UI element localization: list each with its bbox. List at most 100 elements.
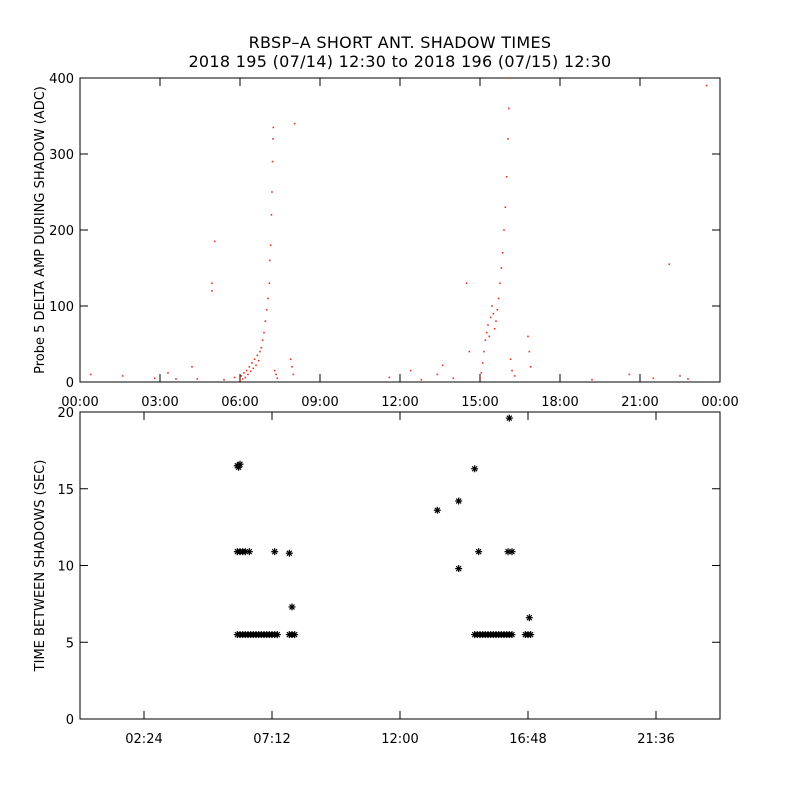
x-tick-label: 21:00: [621, 395, 658, 410]
data-point: [705, 84, 708, 87]
y-tick-label: 300: [49, 148, 74, 163]
data-point: [241, 378, 244, 380]
data-point: [652, 377, 655, 379]
bottom-panel: 02:24 07:12 12:00 16:48 21:36 0 5 10 15 20 TIME BE…: [33, 406, 721, 747]
data-point: [420, 378, 423, 381]
data-point: [483, 350, 485, 353]
data-point: [196, 378, 199, 380]
data-point: [679, 375, 681, 377]
data-point: [247, 373, 249, 376]
data-point: [289, 358, 292, 360]
data-point: [121, 375, 124, 377]
data-point: [252, 367, 255, 370]
data-point: [271, 191, 273, 193]
data-point: [508, 107, 510, 110]
data-point: [248, 366, 251, 368]
data-point: [508, 77, 511, 79]
data-point: [433, 506, 441, 514]
data-point: [504, 206, 507, 208]
data-point: [436, 373, 439, 376]
data-point: [468, 350, 471, 353]
y-tick-label: 0: [66, 713, 74, 728]
y-tick-label: 15: [57, 483, 74, 498]
data-point: [687, 378, 689, 380]
data-point: [528, 350, 531, 353]
data-point: [269, 244, 272, 246]
data-point: [496, 309, 499, 311]
data-point: [507, 138, 509, 140]
data-point: [213, 240, 216, 243]
x-tick-label: 00:00: [701, 395, 738, 410]
data-point: [492, 312, 495, 315]
x-tick-label: 12:00: [381, 395, 418, 410]
chart-title: RBSP–A SHORT ANT. SHADOW TIMES: [248, 33, 552, 52]
data-point: [273, 631, 281, 639]
data-point: [292, 373, 295, 376]
data-point: [223, 378, 225, 381]
data-point: [293, 122, 296, 125]
data-point: [455, 497, 463, 505]
data-point: [495, 320, 497, 322]
data-point: [465, 282, 468, 284]
data-point: [245, 548, 253, 556]
top-panel: 00:00 03:00 06:00 09:00 12:00 15:00 18:00 21:00…: [33, 72, 739, 410]
data-point: [288, 603, 296, 611]
data-point: [508, 631, 516, 639]
data-point: [272, 126, 275, 129]
y-tick-label: 400: [49, 72, 74, 87]
data-point: [260, 347, 263, 349]
data-point: [501, 252, 504, 254]
data-point: [253, 358, 256, 360]
x-tick-label: 03:00: [141, 395, 178, 410]
data-point: [529, 366, 532, 368]
data-point: [291, 366, 293, 368]
data-point: [236, 460, 244, 468]
x-tick-label: 06:00: [221, 395, 258, 410]
data-point: [527, 335, 529, 338]
data-point: [257, 359, 260, 362]
data-point: [409, 369, 412, 372]
data-point: [175, 378, 177, 380]
data-point: [251, 362, 253, 364]
data-point: [256, 354, 259, 357]
data-point: [513, 375, 516, 377]
data-point: [239, 379, 241, 382]
y-tick-label: 5: [66, 636, 74, 651]
data-point: [491, 305, 493, 307]
data-point: [475, 548, 483, 556]
data-point: [271, 160, 274, 163]
y-tick-label: 100: [49, 300, 74, 315]
data-point: [508, 548, 516, 556]
data-point: [499, 282, 501, 284]
data-point: [243, 372, 245, 374]
data-point: [668, 263, 671, 265]
data-point: [591, 378, 593, 381]
chart-subtitle: 2018 195 (07/14) 12:30 to 2018 196 (07/1…: [188, 52, 612, 71]
x-tick-label: 16:48: [509, 732, 546, 747]
data-point: [505, 414, 513, 422]
data-point: [268, 282, 271, 284]
data-point: [211, 282, 213, 284]
data-point: [245, 369, 248, 372]
x-tick-label: 07:12: [253, 732, 290, 747]
data-point: [485, 331, 488, 334]
plot-frame: [79, 411, 721, 720]
y-tick-label: 20: [57, 406, 74, 421]
data-point: [255, 364, 257, 367]
data-point: [487, 324, 489, 326]
data-point: [271, 548, 279, 556]
data-point: [441, 364, 444, 367]
data-point: [272, 138, 274, 140]
x-tick-label: 09:00: [301, 395, 338, 410]
data-point: [153, 377, 156, 379]
data-point: [270, 214, 273, 216]
data-point: [527, 631, 535, 639]
data-point: [211, 290, 213, 292]
x-tick-label: 02:24: [125, 732, 162, 747]
data-point: [275, 373, 277, 376]
data-point: [261, 339, 264, 341]
data-point: [525, 614, 533, 622]
data-point: [249, 370, 252, 373]
x-tick-label: 00:00: [61, 395, 98, 410]
